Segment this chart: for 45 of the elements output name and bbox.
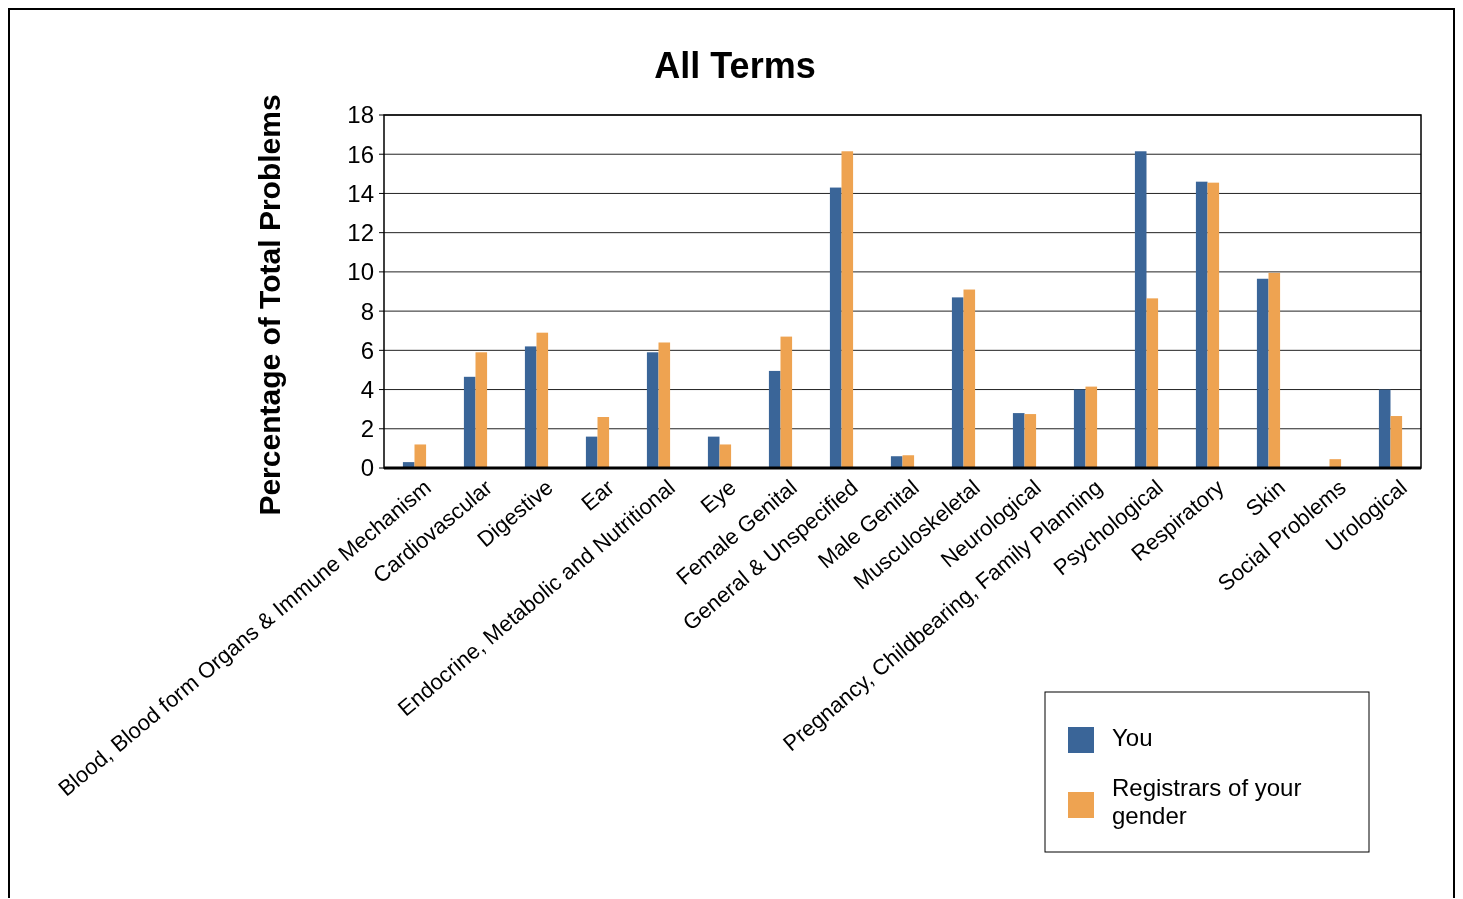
- bar: [707, 436, 720, 468]
- chart-title: All Terms: [654, 45, 816, 86]
- y-tick-label: 8: [360, 297, 374, 325]
- bar: [1073, 389, 1086, 468]
- bar: [1268, 272, 1281, 468]
- bar: [1012, 413, 1025, 468]
- bar: [524, 346, 537, 468]
- bar: [475, 352, 488, 468]
- bar: [1134, 151, 1147, 468]
- bar: [585, 436, 598, 468]
- legend-label: Registrars of your gender: [1112, 773, 1302, 830]
- bar: [841, 151, 854, 468]
- bar: [646, 352, 659, 468]
- legend-label: You: [1112, 723, 1153, 751]
- y-tick-label: 16: [347, 140, 374, 168]
- bar: [1207, 182, 1220, 468]
- bar: [890, 456, 903, 468]
- bar: [1378, 389, 1391, 468]
- y-tick-label: 14: [347, 179, 374, 207]
- y-tick-label: 18: [347, 101, 374, 129]
- y-tick-label: 12: [347, 219, 374, 247]
- bar: [658, 342, 671, 468]
- x-tick-label: Eye: [695, 474, 741, 519]
- bar: [1146, 298, 1159, 468]
- bar: [780, 336, 793, 468]
- bar: [1024, 414, 1037, 468]
- bar: [768, 370, 781, 468]
- bar: [1256, 278, 1269, 468]
- bar: [1085, 386, 1098, 468]
- y-tick-label: 10: [347, 258, 374, 286]
- bar: [1390, 416, 1403, 468]
- bar: [719, 444, 732, 468]
- y-tick-label: 6: [360, 336, 374, 364]
- bar: [414, 444, 427, 468]
- bar: [951, 297, 964, 468]
- bar: [463, 376, 476, 468]
- bar: [963, 289, 976, 468]
- y-tick-label: 0: [360, 454, 374, 482]
- y-axis-title: Percentage of Total Problems: [253, 94, 286, 516]
- y-tick-label: 4: [360, 375, 374, 403]
- bar: [829, 187, 842, 468]
- bar: [1195, 181, 1208, 468]
- bar: [597, 417, 610, 468]
- y-tick-label: 2: [360, 415, 374, 443]
- bar: [536, 332, 549, 468]
